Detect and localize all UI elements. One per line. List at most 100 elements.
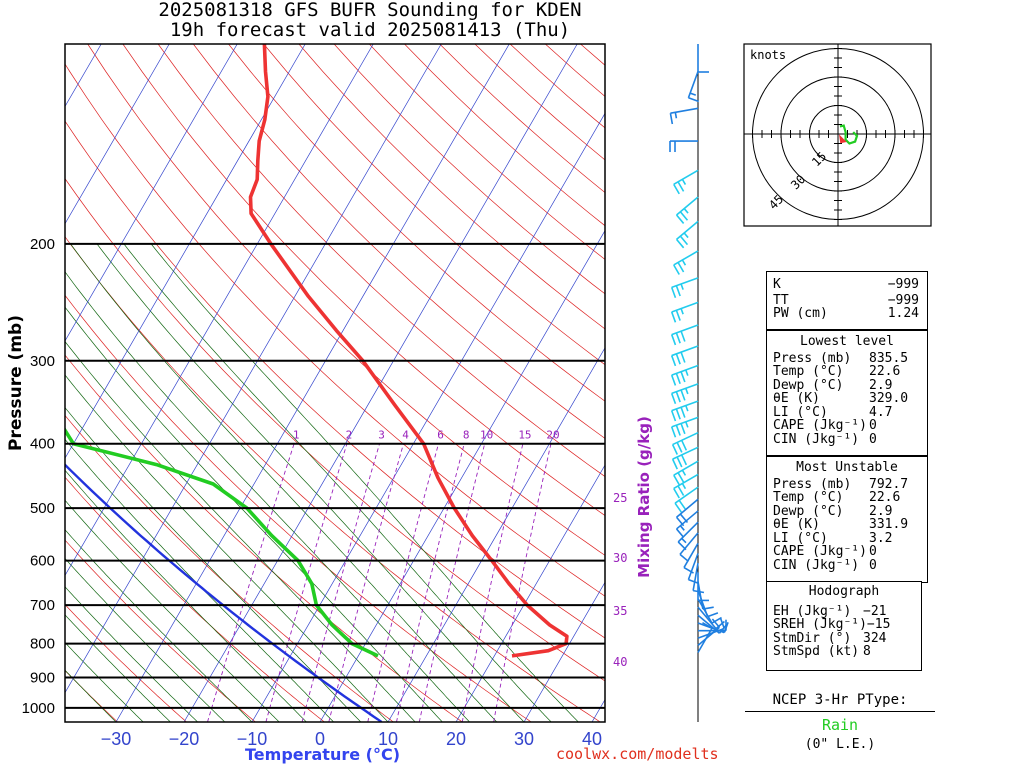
wind-barb-half-flag [681, 178, 687, 185]
moist-adiabat [65, 340, 416, 722]
mixing-ratio-line [207, 443, 295, 722]
wind-barb [687, 553, 700, 585]
wind-barb-flag [680, 439, 688, 451]
wind-barb-flag [680, 330, 686, 342]
wind-barb-flag [675, 528, 685, 538]
hodograph-trace [839, 124, 859, 145]
stat-value: 792.7 [869, 476, 909, 492]
wind-barb [670, 364, 699, 386]
wind-barb [670, 416, 699, 438]
mixing-ratio-label: 20 [546, 429, 559, 442]
moist-adiabat [123, 243, 552, 722]
wind-barb [671, 446, 699, 470]
dry-adiabat [65, 294, 532, 722]
temp-tick-label: 10 [378, 729, 398, 749]
wind-barb-flag [671, 444, 678, 455]
wind-barb-shaft [673, 169, 699, 186]
parcel-line [65, 463, 383, 722]
dry-adiabat [65, 120, 605, 639]
storm-motion-marker [838, 134, 847, 144]
stat-value: 0 [869, 557, 877, 573]
stat-row: StmSpd (kt) 8 [767, 645, 921, 659]
wind-barb [697, 622, 713, 653]
wind-barb [670, 400, 699, 422]
isotherm [319, 229, 605, 722]
wind-barb-flag [669, 113, 674, 125]
isotherm [523, 581, 605, 722]
mixing-ratio-line [493, 443, 552, 722]
stat-value: 2.9 [869, 503, 893, 519]
wind-barb [673, 169, 699, 195]
wind-barb [673, 460, 699, 486]
dry-adiabat [122, 44, 605, 516]
wind-barb-flag [677, 262, 685, 273]
lowest-level-title: Lowest level [767, 330, 927, 352]
stat-row: CIN (Jkg⁻¹) 0 [767, 557, 927, 573]
stat-row: Dewp (°C) 2.9 [767, 503, 927, 519]
dry-adiabat [193, 44, 605, 439]
stat-label: CIN (Jkg⁻¹) [773, 557, 860, 573]
stat-value: 3.2 [869, 530, 893, 546]
hodograph-stats-title: Hodograph [808, 584, 880, 599]
wind-barb-shaft [670, 107, 699, 114]
wind-barb-flag [707, 612, 719, 618]
stat-label: CAPE (Jkg⁻¹) [773, 544, 867, 559]
isotherm [65, 44, 170, 225]
wind-barb-flag [680, 406, 686, 418]
isotherm [115, 44, 510, 722]
chart-subtitle: 19h forecast valid 2025081413 (Thu) [169, 19, 571, 41]
wind-barb-shaft [672, 446, 699, 460]
mixing-ratio-label: 15 [518, 429, 531, 442]
wind-barb-half-flag [680, 283, 684, 290]
stat-value: 4.7 [869, 404, 893, 420]
mixing-ratio-label: 6 [437, 429, 444, 442]
stat-row: StmDir (°) 324 [767, 630, 921, 646]
wind-barb-flag [675, 373, 681, 385]
stat-row: Dewp (°C) 2.9 [767, 377, 927, 393]
moist-adiabat [65, 529, 253, 722]
wind-barb-half-flag [685, 388, 689, 395]
wind-barb-flag [670, 410, 677, 422]
moist-adiabat [96, 243, 525, 722]
stat-value: −15 [866, 617, 891, 632]
wind-barb [675, 498, 699, 527]
wind-barb [675, 510, 699, 538]
dewpoint-profile [65, 427, 379, 658]
stat-label: Press (mb) [773, 350, 852, 366]
stat-value: 2.9 [869, 377, 893, 393]
wind-barb-shaft [687, 553, 699, 580]
pressure-tick-label: 200 [30, 236, 55, 253]
moist-adiabat [65, 669, 117, 722]
stat-label: θE (K) [773, 391, 820, 406]
moist-adiabat [65, 374, 389, 722]
dry-adiabat [65, 604, 187, 722]
wind-barb [669, 140, 698, 153]
wind-barb [675, 196, 699, 224]
mixing-ratio-line [367, 443, 439, 722]
wind-barb-flag [673, 264, 680, 275]
wind-barb-flag [675, 238, 685, 249]
dry-adiabat [157, 44, 605, 477]
isotherm [65, 44, 442, 694]
wind-barb-half-flag [685, 369, 689, 376]
stat-label: SREH (Jkg⁻¹) [773, 617, 867, 632]
stat-label: StmDir (°) [773, 630, 852, 646]
stat-value: 324 [863, 630, 887, 646]
ptype-value: Rain [821, 716, 859, 734]
stat-label: Press (mb) [773, 476, 852, 492]
wind-barb-shaft [673, 250, 699, 266]
temp-tick-label: 0 [315, 729, 325, 749]
plot-frame [64, 43, 606, 723]
stat-label: CAPE (Jkg⁻¹) [773, 418, 867, 433]
isotherm [65, 44, 374, 577]
stat-row: SREH (Jkg⁻¹) −15 [767, 618, 921, 632]
plot-area [65, 44, 605, 722]
dry-adiabat [65, 63, 605, 597]
mixing-ratio-axis-title: Mixing Ratio (g/kg) [635, 416, 653, 578]
credit-text[interactable]: coolwx.com/modelts [556, 745, 719, 763]
pressure-tick-label: 600 [30, 553, 55, 570]
wind-barb [698, 619, 727, 632]
wind-barb-shaft [672, 431, 699, 446]
wind-barb-shaft [671, 400, 699, 412]
